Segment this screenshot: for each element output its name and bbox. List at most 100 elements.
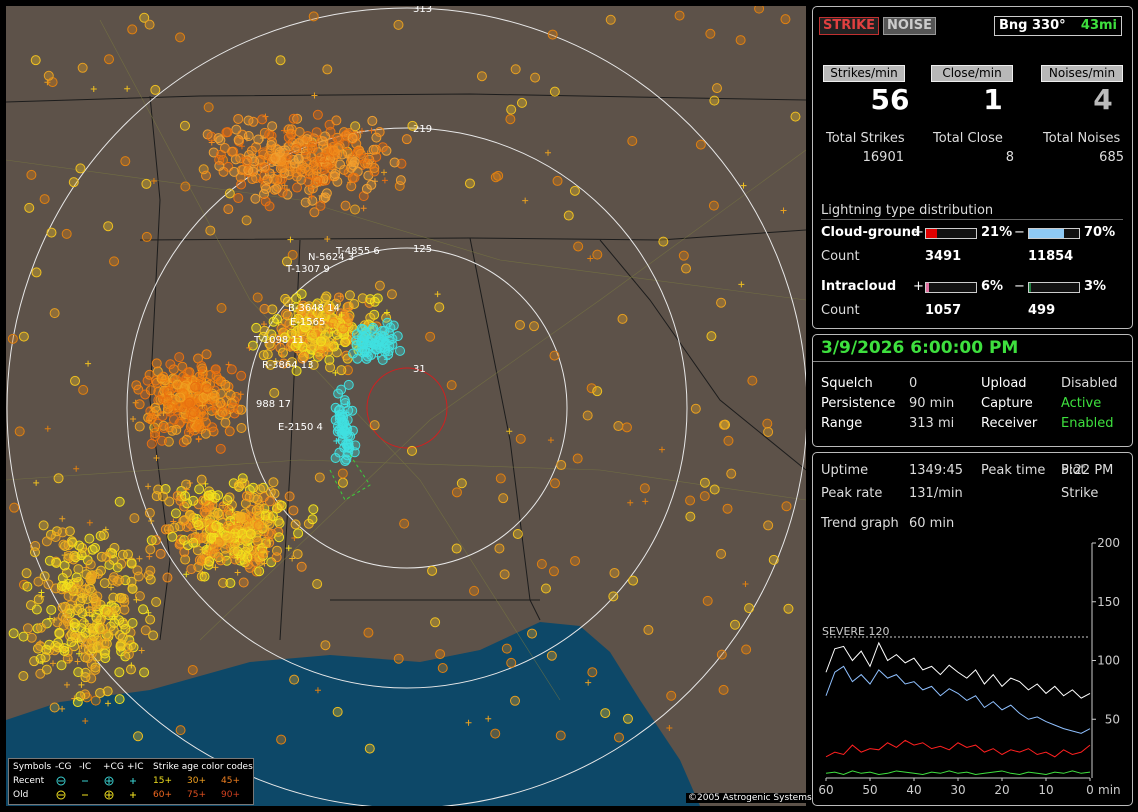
strike — [330, 402, 341, 413]
strike — [201, 349, 212, 360]
strike — [241, 156, 252, 167]
strike — [216, 303, 227, 314]
strike — [41, 536, 52, 547]
strike — [617, 313, 628, 324]
strike — [515, 433, 526, 444]
strike — [307, 312, 314, 319]
strike — [530, 72, 541, 83]
strike — [587, 667, 598, 678]
strike — [744, 603, 755, 614]
strike — [70, 375, 81, 386]
strike — [334, 322, 341, 329]
strike — [131, 380, 142, 391]
strike — [223, 204, 234, 215]
strike — [236, 404, 247, 415]
bearing: Bng 330° — [999, 18, 1066, 33]
strike — [225, 578, 236, 589]
divider — [821, 219, 1123, 220]
strike — [77, 593, 88, 604]
strike — [210, 364, 221, 375]
strike — [427, 565, 438, 576]
bearing-box: Bng 330° 43mi — [994, 16, 1122, 36]
legend-title: Symbols — [13, 762, 52, 772]
strike — [226, 364, 237, 375]
strike — [265, 359, 276, 370]
strike — [435, 649, 446, 660]
strike — [99, 648, 110, 659]
strike — [200, 428, 211, 439]
legend: Symbols -CG -IC +CG +IC Strike age color… — [8, 758, 254, 805]
strike — [181, 434, 192, 445]
strike — [338, 312, 345, 319]
noise-button[interactable]: NOISE — [883, 17, 937, 35]
strike — [238, 143, 245, 150]
strike — [236, 370, 247, 381]
strike — [367, 324, 378, 335]
strike — [308, 11, 319, 22]
strike — [287, 357, 298, 368]
strike — [350, 204, 361, 215]
strike — [21, 568, 32, 579]
strike — [293, 313, 304, 324]
strike — [265, 145, 276, 156]
strike — [257, 114, 268, 125]
strike — [465, 719, 472, 726]
strike — [781, 501, 792, 512]
strike — [58, 539, 69, 550]
strike — [315, 200, 326, 211]
strike — [393, 19, 404, 30]
strike — [225, 389, 236, 400]
strike — [260, 510, 271, 521]
strike — [706, 331, 717, 342]
status-value: 313 mi — [909, 416, 955, 431]
strike — [709, 484, 720, 495]
strike — [582, 410, 593, 421]
strike — [347, 132, 358, 143]
strike — [250, 193, 261, 204]
strike — [90, 664, 101, 675]
strike — [334, 414, 345, 425]
strike — [763, 426, 774, 437]
strike — [87, 544, 98, 555]
legend-col: -IC — [79, 762, 92, 772]
rate-header: Close/min — [931, 65, 1013, 82]
strike — [312, 175, 323, 186]
trend-line — [825, 665, 1091, 734]
strike — [99, 638, 110, 649]
strike — [92, 591, 103, 602]
strike — [254, 156, 265, 167]
strike — [168, 414, 179, 425]
pct-bar-track — [1028, 228, 1080, 239]
strike — [325, 362, 336, 373]
strike — [292, 549, 303, 560]
strike — [320, 293, 331, 304]
strike — [114, 496, 125, 507]
legend-col: +CG — [103, 762, 124, 772]
strike — [233, 113, 244, 124]
strike — [162, 572, 173, 583]
strike — [222, 127, 233, 138]
strike — [369, 420, 380, 431]
strike — [783, 603, 794, 614]
rate-value: 56 — [870, 83, 910, 116]
count: 499 — [1028, 303, 1056, 318]
strike — [188, 495, 199, 506]
strike — [716, 548, 727, 559]
rate-header: Noises/min — [1041, 65, 1123, 82]
strike — [699, 491, 710, 502]
strike — [702, 595, 713, 606]
strike — [235, 172, 246, 183]
strike — [328, 317, 339, 328]
strike — [272, 314, 283, 325]
status-label: Squelch — [821, 376, 873, 391]
strike — [320, 640, 331, 651]
strike — [85, 583, 96, 594]
pct-bar — [1029, 229, 1064, 238]
strike — [344, 290, 355, 301]
strike — [126, 558, 137, 569]
strike — [730, 619, 741, 630]
strike-button[interactable]: STRIKE — [819, 17, 880, 35]
count: 3491 — [925, 249, 962, 264]
